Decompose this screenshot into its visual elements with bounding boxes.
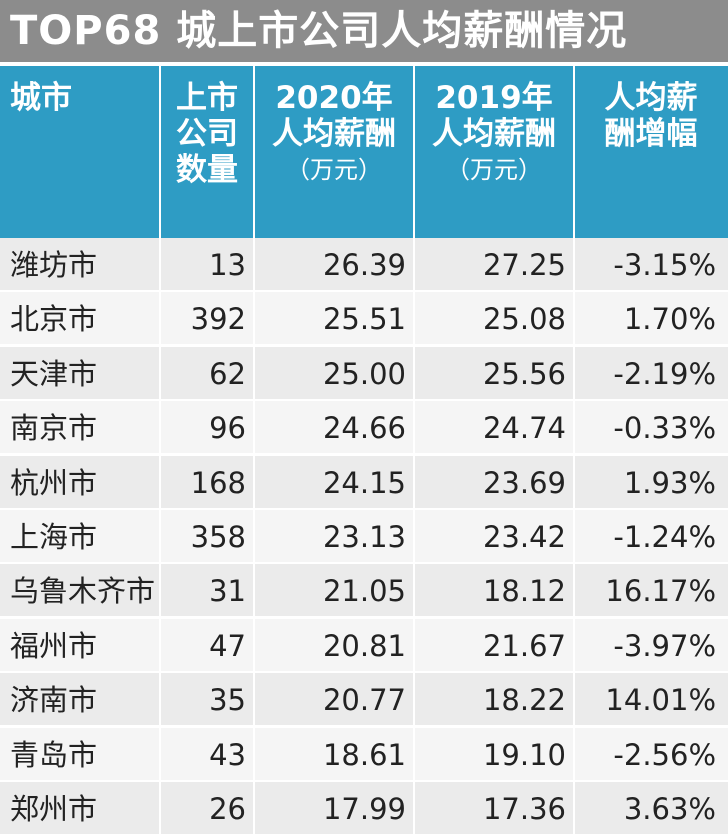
cell-city: 乌鲁木齐市	[10, 574, 156, 608]
column-divider	[573, 66, 575, 836]
header-city: 城市	[10, 66, 160, 238]
header-growth: 人均薪 酬增幅	[574, 66, 728, 238]
cell-salary-2020: 20.81	[322, 629, 406, 663]
cell-salary-2020: 26.39	[322, 248, 406, 282]
cell-count: 43	[209, 738, 246, 772]
cell-salary-2019: 23.69	[482, 466, 566, 500]
title-bar: TOP68 城上市公司人均薪酬情况	[0, 0, 728, 62]
cell-salary-2019: 23.42	[482, 520, 566, 554]
cell-count: 35	[209, 683, 246, 717]
cell-salary-2019: 25.56	[482, 357, 566, 391]
cell-salary-2019: 19.10	[482, 738, 566, 772]
table-row: 天津市 62 25.00 25.56 -2.19%	[0, 347, 728, 401]
cell-salary-2019: 24.74	[482, 411, 566, 445]
header-count-label: 上市 公司 数量	[176, 80, 238, 188]
cell-growth: 14.01%	[605, 683, 716, 717]
cell-city: 上海市	[10, 520, 98, 554]
cell-growth: -3.15%	[613, 248, 716, 282]
table-row: 杭州市 168 24.15 23.69 1.93%	[0, 456, 728, 510]
table-row: 北京市 392 25.51 25.08 1.70%	[0, 292, 728, 346]
header-salary-2020-unit: （万元）	[286, 156, 382, 184]
header-salary-2019-label: 2019年 人均薪酬	[432, 80, 556, 152]
cell-city: 济南市	[10, 683, 98, 717]
cell-count: 13	[209, 248, 246, 282]
cell-growth: -3.97%	[613, 629, 716, 663]
cell-count: 47	[209, 629, 246, 663]
cell-salary-2019: 27.25	[482, 248, 566, 282]
table-header: 城市 上市 公司 数量 2020年 人均薪酬 （万元） 2019年 人均薪酬 （…	[0, 66, 728, 238]
cell-salary-2020: 25.00	[322, 357, 406, 391]
header-city-label: 城市	[10, 80, 72, 116]
cell-count: 358	[190, 520, 246, 554]
cell-salary-2020: 23.13	[322, 520, 406, 554]
cell-salary-2020: 21.05	[322, 574, 406, 608]
cell-city: 郑州市	[10, 792, 98, 826]
table-row: 青岛市 43 18.61 19.10 -2.56%	[0, 728, 728, 782]
table-row: 济南市 35 20.77 18.22 14.01%	[0, 673, 728, 727]
cell-city: 天津市	[10, 357, 98, 391]
cell-count: 392	[190, 302, 246, 336]
salary-table: 城市 上市 公司 数量 2020年 人均薪酬 （万元） 2019年 人均薪酬 （…	[0, 66, 728, 836]
cell-city: 青岛市	[10, 738, 98, 772]
cell-growth: -2.56%	[613, 738, 716, 772]
header-salary-2019-unit: （万元）	[446, 156, 542, 184]
cell-salary-2019: 18.22	[482, 683, 566, 717]
cell-growth: 1.70%	[623, 302, 716, 336]
cell-growth: 1.93%	[623, 466, 716, 500]
cell-salary-2020: 25.51	[322, 302, 406, 336]
cell-salary-2020: 20.77	[322, 683, 406, 717]
cell-salary-2019: 21.67	[482, 629, 566, 663]
cell-salary-2020: 18.61	[322, 738, 406, 772]
table-row: 乌鲁木齐市 31 21.05 18.12 16.17%	[0, 564, 728, 618]
cell-count: 96	[209, 411, 246, 445]
cell-growth: -0.33%	[613, 411, 716, 445]
cell-count: 62	[209, 357, 246, 391]
table-row: 南京市 96 24.66 24.74 -0.33%	[0, 401, 728, 455]
cell-growth: 3.63%	[623, 792, 716, 826]
header-salary-2019: 2019年 人均薪酬 （万元）	[414, 66, 574, 238]
header-salary-2020-label: 2020年 人均薪酬	[272, 80, 396, 152]
column-divider	[413, 66, 415, 836]
table-row: 福州市 47 20.81 21.67 -3.97%	[0, 619, 728, 673]
table-row: 上海市 358 23.13 23.42 -1.24%	[0, 510, 728, 564]
cell-salary-2020: 17.99	[322, 792, 406, 826]
cell-salary-2019: 18.12	[482, 574, 566, 608]
header-growth-label: 人均薪 酬增幅	[604, 80, 698, 152]
cell-city: 潍坊市	[10, 248, 98, 282]
page-title: TOP68 城上市公司人均薪酬情况	[10, 8, 628, 54]
cell-growth: -2.19%	[613, 357, 716, 391]
cell-count: 31	[209, 574, 246, 608]
header-count: 上市 公司 数量	[160, 66, 254, 238]
cell-city: 杭州市	[10, 466, 98, 500]
cell-city: 南京市	[10, 411, 98, 445]
cell-city: 福州市	[10, 629, 98, 663]
column-divider	[159, 66, 161, 836]
cell-salary-2019: 25.08	[482, 302, 566, 336]
cell-count: 168	[190, 466, 246, 500]
cell-growth: -1.24%	[613, 520, 716, 554]
cell-salary-2020: 24.15	[322, 466, 406, 500]
column-divider	[253, 66, 255, 836]
table-row: 潍坊市 13 26.39 27.25 -3.15%	[0, 238, 728, 292]
cell-growth: 16.17%	[605, 574, 716, 608]
header-salary-2020: 2020年 人均薪酬 （万元）	[254, 66, 414, 238]
cell-city: 北京市	[10, 302, 98, 336]
table-row: 郑州市 26 17.99 17.36 3.63%	[0, 782, 728, 836]
cell-salary-2019: 17.36	[482, 792, 566, 826]
cell-salary-2020: 24.66	[322, 411, 406, 445]
cell-count: 26	[209, 792, 246, 826]
